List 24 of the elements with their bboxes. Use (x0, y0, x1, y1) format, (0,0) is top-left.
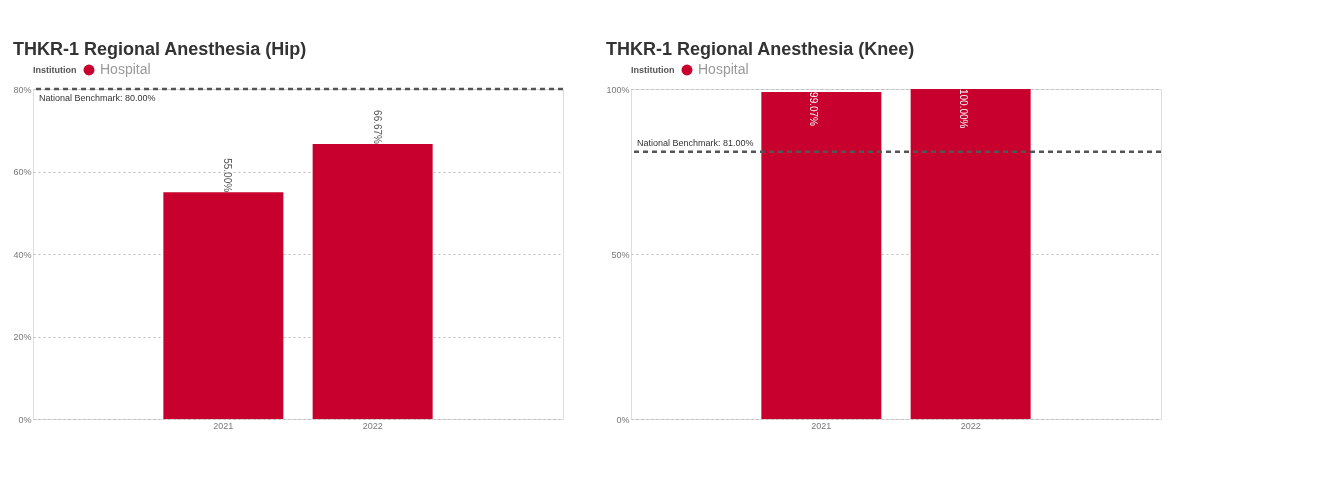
y-tick-label: 0% (616, 414, 630, 425)
legend-label: Hospital (100, 61, 151, 77)
data-label: 100.00% (957, 89, 969, 129)
y-tick-label: 80% (13, 84, 32, 95)
x-tick-label: 2022 (362, 420, 383, 431)
x-tick-label: 2022 (960, 420, 981, 431)
legend-title: Institution (33, 65, 77, 75)
ref-line-label: National Benchmark: 81.00% (637, 137, 754, 148)
y-tick-label: 60% (13, 167, 32, 177)
x-tick-label: 2021 (213, 420, 234, 431)
data-label: 99.07% (808, 92, 820, 127)
y-tick-label: 50% (611, 249, 630, 260)
chart-title: THKR-1 Regional Anesthesia (Hip) (12, 39, 307, 59)
y-tick-label: 40% (13, 249, 32, 260)
y-tick-label: 0% (18, 414, 32, 425)
ref-line-label: National Benchmark: 80.00% (39, 93, 156, 103)
x-tick-label: 2021 (811, 420, 832, 431)
data-label: 66.67% (371, 110, 383, 145)
legend-label: Hospital (698, 61, 749, 77)
y-tick-label: 100% (606, 84, 630, 95)
data-label: 55.00% (222, 158, 234, 193)
legend-title: Institution (631, 65, 675, 75)
chart-title: THKR-1 Regional Anesthesia (Knee) (605, 39, 915, 59)
y-tick-label: 20% (13, 332, 32, 342)
